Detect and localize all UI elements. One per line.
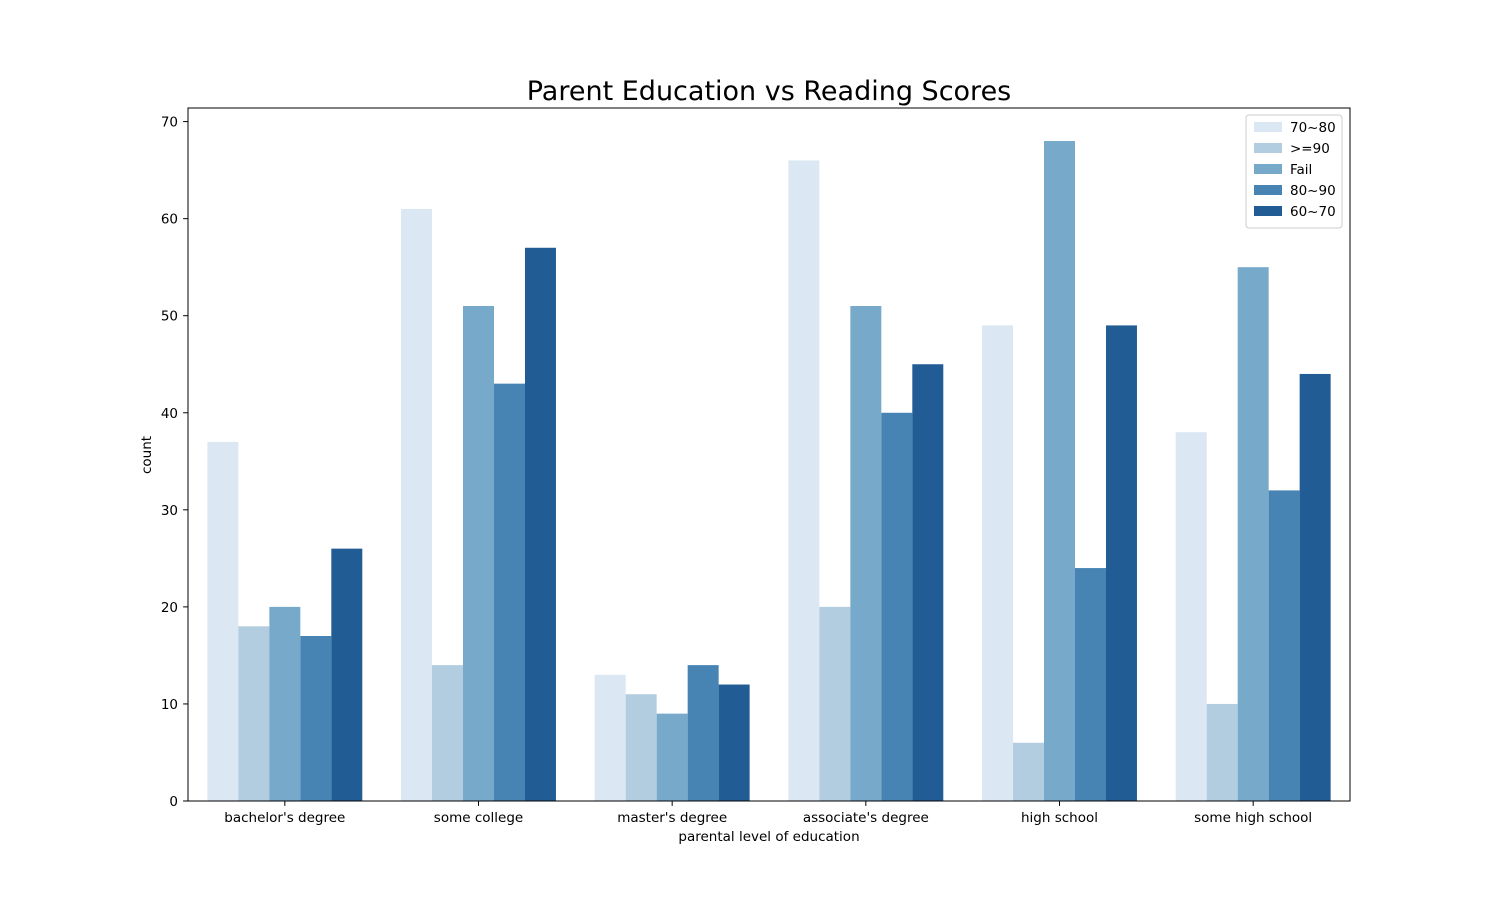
bar <box>238 626 270 801</box>
bar <box>912 364 944 801</box>
bar <box>625 694 657 801</box>
bar <box>524 247 556 801</box>
bars <box>207 141 1331 802</box>
bar <box>850 306 882 801</box>
bar <box>982 325 1014 801</box>
legend-swatch <box>1254 164 1282 174</box>
bar <box>718 684 750 801</box>
y-axis-label: count <box>139 436 155 474</box>
bar <box>1206 703 1238 801</box>
bar <box>656 713 688 801</box>
bar <box>788 160 820 802</box>
legend-swatch <box>1254 206 1282 216</box>
bar <box>463 306 494 801</box>
y-tick-label: 50 <box>161 309 178 325</box>
bar <box>819 606 851 801</box>
bar <box>493 383 525 801</box>
bar <box>1013 742 1045 801</box>
bar <box>331 548 363 801</box>
x-tick-label: some college <box>434 810 523 826</box>
x-axis-label: parental level of education <box>678 829 859 845</box>
y-tick-label: 20 <box>161 600 178 616</box>
y-tick-label: 70 <box>161 115 178 131</box>
legend-swatch <box>1254 122 1282 132</box>
y-tick-label: 10 <box>161 697 178 713</box>
legend-swatch <box>1254 143 1282 153</box>
bar <box>432 665 464 801</box>
bar <box>1237 267 1269 801</box>
y-tick-label: 40 <box>161 406 178 422</box>
bar <box>1268 490 1300 801</box>
legend-label: >=90 <box>1290 141 1330 157</box>
x-tick-label: bachelor's degree <box>224 810 345 826</box>
bar <box>1105 325 1137 801</box>
x-tick-label: some high school <box>1194 810 1312 826</box>
bar <box>881 412 913 801</box>
bar <box>269 606 301 801</box>
bar <box>207 441 239 801</box>
y-axis: 0 10 20 30 40 50 60 70 <box>161 115 188 810</box>
legend: 70~80 >=90 Fail 80~90 60~70 <box>1245 114 1343 229</box>
x-tick-label: associate's degree <box>803 810 929 826</box>
y-tick-label: 60 <box>161 212 178 228</box>
bar <box>401 208 433 802</box>
bar <box>687 665 719 801</box>
bar <box>1175 432 1207 801</box>
bar <box>594 674 626 801</box>
bar <box>300 636 332 801</box>
chart-title: Parent Education vs Reading Scores <box>527 76 1012 107</box>
x-tick-label: master's degree <box>617 810 727 826</box>
bar <box>1299 373 1331 801</box>
plot-frame <box>187 107 1351 802</box>
legend-label: 70~80 <box>1290 120 1336 136</box>
legend-label: 60~70 <box>1290 204 1336 220</box>
y-tick-label: 0 <box>169 794 178 810</box>
x-axis: bachelor's degree some college master's de… <box>224 801 1312 826</box>
legend-label: 80~90 <box>1290 183 1336 199</box>
y-tick-label: 30 <box>161 503 178 519</box>
x-tick-label: high school <box>1021 810 1098 826</box>
legend-label: Fail <box>1290 162 1312 178</box>
legend-swatch <box>1254 185 1282 195</box>
bar <box>1044 141 1075 801</box>
bar <box>1074 568 1106 801</box>
